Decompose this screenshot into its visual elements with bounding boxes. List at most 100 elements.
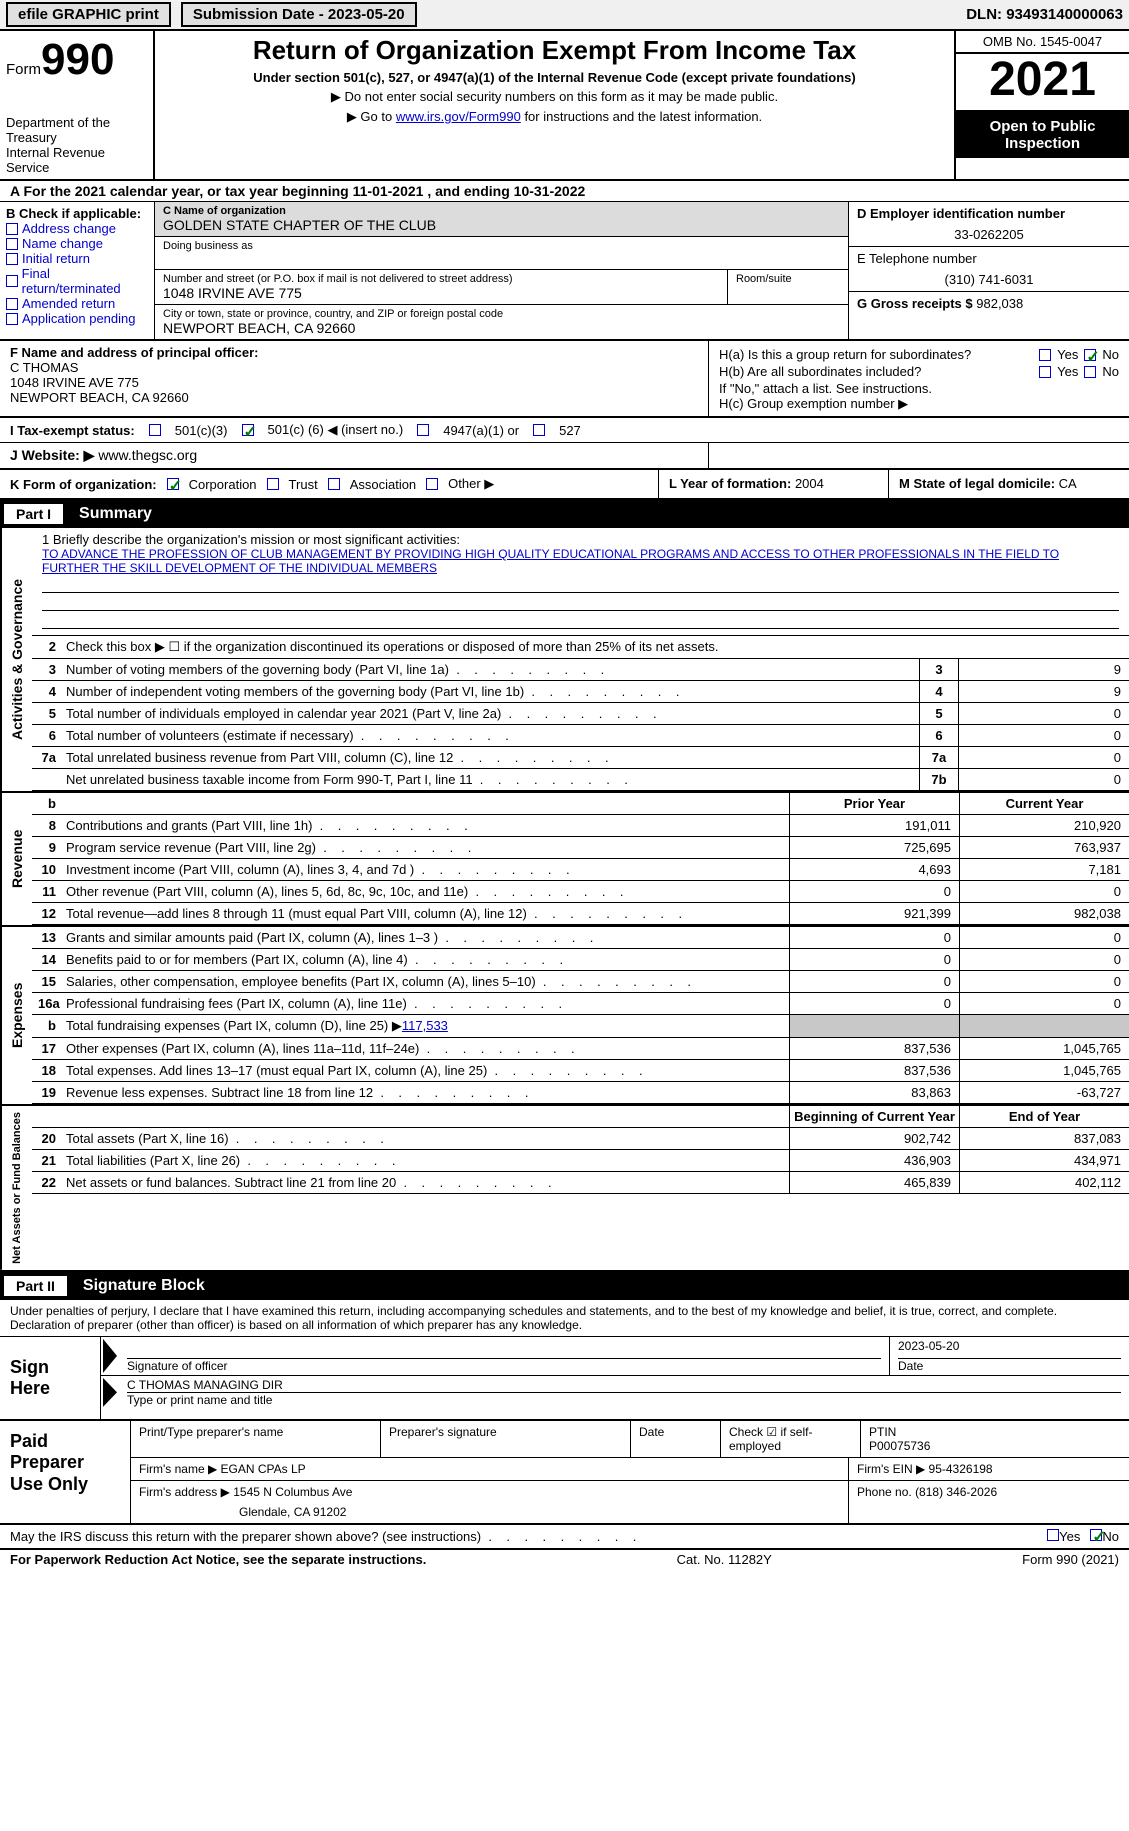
- firm-name-value: EGAN CPAs LP: [221, 1462, 306, 1476]
- cb-final-return[interactable]: Final return/terminated: [6, 266, 148, 296]
- checkbox-icon[interactable]: [1084, 366, 1096, 378]
- ein-box: D Employer identification number 33-0262…: [849, 202, 1129, 247]
- checkbox-checked-icon[interactable]: [167, 478, 179, 490]
- mission-label: 1 Briefly describe the organization's mi…: [42, 532, 1119, 547]
- prep-check-cell: Check ☑ if self-employed: [721, 1421, 861, 1457]
- prior-value: 0: [789, 971, 959, 992]
- current-value: -63,727: [959, 1082, 1129, 1103]
- checkbox-icon[interactable]: [1039, 349, 1051, 361]
- grey-cell: [789, 1015, 959, 1037]
- cb-amended[interactable]: Amended return: [6, 296, 148, 311]
- blank-line: [42, 577, 1119, 593]
- part2-num: Part II: [2, 1274, 69, 1298]
- instr-post: for instructions and the latest informat…: [521, 109, 762, 124]
- line-text: Total expenses. Add lines 13–17 (must eq…: [62, 1060, 789, 1081]
- cb-final-label: Final return/terminated: [22, 266, 148, 296]
- na-body: Beginning of Current Year End of Year 20…: [32, 1106, 1129, 1270]
- klm-row: K Form of organization: Corporation Trus…: [0, 470, 1129, 500]
- column-b: B Check if applicable: Address change Na…: [0, 202, 155, 339]
- sig-line[interactable]: [127, 1339, 881, 1359]
- cb-application[interactable]: Application pending: [6, 311, 148, 326]
- checkbox-icon[interactable]: [328, 478, 340, 490]
- sign-here-label: Sign Here: [0, 1337, 100, 1419]
- part1-header: Part I Summary: [0, 500, 1129, 528]
- current-value: 0: [959, 927, 1129, 948]
- part1-title: Summary: [67, 501, 164, 527]
- trust-label: Trust: [289, 477, 318, 492]
- checkbox-checked-icon[interactable]: [1090, 1529, 1102, 1541]
- line-num: 5: [32, 703, 62, 724]
- instr-goto: ▶ Go to www.irs.gov/Form990 for instruct…: [163, 109, 946, 125]
- checkbox-icon[interactable]: [1039, 366, 1051, 378]
- omb-number: OMB No. 1545-0047: [956, 31, 1129, 54]
- header-right: OMB No. 1545-0047 2021 Open to Public In…: [954, 31, 1129, 179]
- 4947-label: 4947(a)(1) or: [443, 423, 519, 438]
- prior-value: 837,536: [789, 1038, 959, 1059]
- cb-addr-label: Address change: [22, 221, 116, 236]
- current-value: 1,045,765: [959, 1038, 1129, 1059]
- phone-value: (818) 346-2026: [915, 1485, 997, 1499]
- prep-name-cell: Print/Type preparer's name: [131, 1421, 381, 1457]
- col-headers: b Prior Year Current Year: [32, 793, 1129, 815]
- m-box: M State of legal domicile: CA: [889, 470, 1129, 498]
- current-value: 7,181: [959, 859, 1129, 880]
- cb-address-change[interactable]: Address change: [6, 221, 148, 236]
- form-label: Form: [6, 61, 41, 78]
- checkbox-checked-icon[interactable]: [1084, 349, 1096, 361]
- checkbox-icon[interactable]: [533, 424, 545, 436]
- prior-value: 83,863: [789, 1082, 959, 1103]
- checkbox-icon[interactable]: [267, 478, 279, 490]
- table-row: 13 Grants and similar amounts paid (Part…: [32, 927, 1129, 949]
- checkbox-checked-icon[interactable]: [242, 424, 254, 436]
- form-title: Return of Organization Exempt From Incom…: [163, 35, 946, 66]
- submission-date-button[interactable]: Submission Date - 2023-05-20: [181, 2, 417, 27]
- line-a-period: A For the 2021 calendar year, or tax yea…: [0, 181, 1129, 202]
- footer-row: For Paperwork Reduction Act Notice, see …: [0, 1550, 1129, 1569]
- addr-label: Number and street (or P.O. box if mail i…: [163, 273, 719, 285]
- tax-year: 2021: [956, 54, 1129, 112]
- line-num: 22: [32, 1172, 62, 1193]
- irs-link[interactable]: www.irs.gov/Form990: [396, 109, 521, 124]
- cb-name-change[interactable]: Name change: [6, 236, 148, 251]
- mission-text: TO ADVANCE THE PROFESSION OF CLUB MANAGE…: [42, 547, 1119, 575]
- footer-right: Form 990 (2021): [1022, 1552, 1119, 1567]
- sig-intro: Under penalties of perjury, I declare th…: [0, 1300, 1129, 1337]
- line-16b-text: Total fundraising expenses (Part IX, col…: [62, 1015, 789, 1037]
- line-num: 3: [32, 659, 62, 680]
- prior-header: Prior Year: [789, 793, 959, 814]
- checkbox-icon[interactable]: [426, 478, 438, 490]
- column-h: H(a) Is this a group return for subordin…: [709, 341, 1129, 416]
- no-label: No: [1102, 347, 1119, 362]
- efile-button[interactable]: efile GRAPHIC print: [6, 2, 171, 27]
- side-rev: Revenue: [0, 793, 32, 925]
- checkbox-icon[interactable]: [149, 424, 161, 436]
- line-num: 20: [32, 1128, 62, 1149]
- line-num: 2: [32, 636, 62, 658]
- m-label: M State of legal domicile:: [899, 476, 1055, 491]
- room-label: Room/suite: [736, 273, 840, 285]
- cb-initial-return[interactable]: Initial return: [6, 251, 148, 266]
- table-row: 9 Program service revenue (Part VIII, li…: [32, 837, 1129, 859]
- i-label: I Tax-exempt status:: [10, 423, 135, 438]
- cb-initial-label: Initial return: [22, 251, 90, 266]
- f-label: F Name and address of principal officer:: [10, 345, 698, 360]
- header-mid: Return of Organization Exempt From Incom…: [155, 31, 954, 179]
- current-value: 0: [959, 993, 1129, 1014]
- line-num: 17: [32, 1038, 62, 1059]
- l-label: L Year of formation:: [669, 476, 791, 491]
- ein-label: D Employer identification number: [857, 206, 1121, 221]
- prior-value: 837,536: [789, 1060, 959, 1081]
- form-subtitle: Under section 501(c), 527, or 4947(a)(1)…: [163, 70, 946, 85]
- sig-date-label: Date: [898, 1359, 1121, 1373]
- checkbox-icon[interactable]: [1047, 1529, 1059, 1541]
- table-row: 8 Contributions and grants (Part VIII, l…: [32, 815, 1129, 837]
- checkbox-icon[interactable]: [417, 424, 429, 436]
- arrow-icon: [103, 1378, 117, 1407]
- arrow-icon: [103, 1339, 117, 1373]
- paid-preparer-row: Paid Preparer Use Only Print/Type prepar…: [0, 1421, 1129, 1525]
- tel-label: E Telephone number: [857, 251, 1121, 266]
- table-row: 14 Benefits paid to or for members (Part…: [32, 949, 1129, 971]
- ptin-label: PTIN: [869, 1425, 1121, 1439]
- line-value: 9: [959, 681, 1129, 702]
- line-text: Program service revenue (Part VIII, line…: [62, 837, 789, 858]
